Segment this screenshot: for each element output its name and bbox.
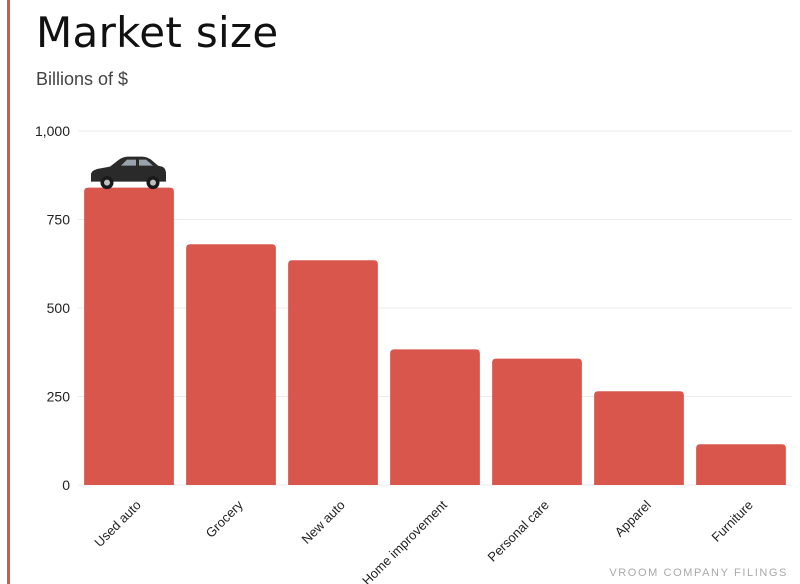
car-icon (91, 156, 166, 190)
x-tick-label: Used auto (91, 497, 144, 550)
y-tick-label: 250 (47, 389, 71, 405)
x-tick-label: Home improvement (359, 497, 450, 584)
x-tick-label: New auto (298, 497, 347, 546)
y-tick-label: 500 (47, 300, 71, 316)
y-tick-label: 0 (62, 477, 70, 493)
x-tick-label: Apparel (612, 497, 654, 539)
source-note: VROOM COMPANY FILINGS (609, 567, 788, 579)
y-tick-label: 1,000 (35, 123, 70, 139)
bar-used-auto (84, 187, 174, 485)
y-axis-ticks: 0 250 500 750 1,000 (35, 123, 70, 493)
bar-apparel (594, 391, 684, 485)
bar-grocery (186, 244, 276, 485)
x-tick-label: Furniture (709, 497, 756, 544)
bar-home-improvement (390, 349, 480, 485)
bars (84, 187, 786, 485)
x-tick-label: Grocery (203, 497, 247, 541)
y-tick-label: 750 (47, 212, 71, 228)
chart-title: Market size (36, 8, 279, 57)
bar-furniture (696, 444, 786, 485)
bar-personal-care (492, 358, 582, 485)
accent-rule (7, 0, 10, 584)
bar-new-auto (288, 260, 378, 485)
x-tick-label: Personal care (485, 497, 552, 564)
chart-subtitle: Billions of $ (36, 69, 129, 89)
